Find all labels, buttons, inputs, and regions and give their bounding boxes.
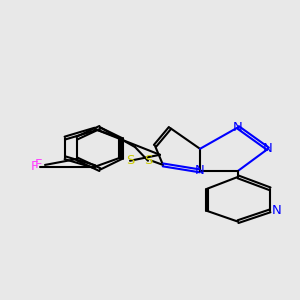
Text: F: F <box>30 160 38 173</box>
Text: F: F <box>34 158 42 171</box>
Text: S: S <box>126 154 134 167</box>
Text: N: N <box>233 121 243 134</box>
Text: S: S <box>144 154 152 167</box>
Text: N: N <box>263 142 273 155</box>
Text: N: N <box>272 204 282 218</box>
Text: N: N <box>195 164 205 177</box>
